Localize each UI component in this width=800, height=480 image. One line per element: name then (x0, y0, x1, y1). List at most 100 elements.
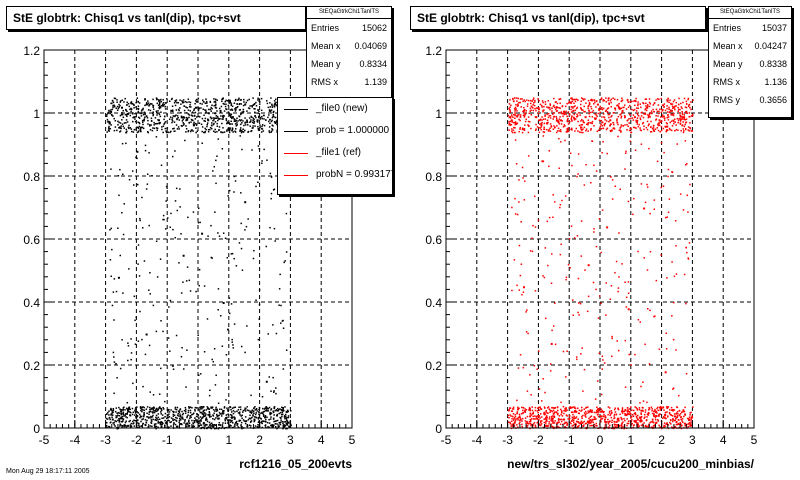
scatter-point (174, 100, 176, 102)
scatter-point (209, 128, 211, 131)
scatter-point (133, 422, 135, 424)
scatter-point (117, 419, 119, 422)
scatter-point (600, 415, 602, 418)
scatter-point (674, 220, 677, 222)
scatter-point (213, 104, 215, 107)
scatter-point (689, 122, 691, 124)
scatter-point (516, 411, 519, 413)
scatter-point (275, 104, 277, 106)
scatter-point (275, 98, 277, 101)
scatter-point (250, 421, 252, 423)
scatter-point (125, 407, 128, 410)
scatter-point (670, 406, 673, 409)
scatter-point (124, 414, 127, 416)
scatter-point (214, 112, 217, 115)
scatter-point (181, 116, 184, 119)
scatter-point (130, 110, 132, 113)
scatter-point (272, 411, 275, 414)
scatter-point (175, 425, 178, 428)
scatter-point (648, 408, 651, 410)
scatter-point (521, 417, 524, 420)
scatter-point (527, 423, 530, 425)
scatter-point (119, 126, 121, 128)
scatter-point (239, 408, 242, 411)
scatter-point (627, 292, 630, 294)
scatter-point (509, 117, 512, 119)
scatter-point (672, 106, 675, 108)
scatter-point (226, 121, 229, 123)
scatter-point (616, 119, 618, 122)
scatter-point (188, 122, 190, 124)
scatter-point (613, 127, 615, 129)
scatter-point (603, 116, 605, 118)
scatter-point (620, 117, 622, 119)
scatter-point (231, 116, 234, 119)
scatter-point (110, 275, 112, 278)
scatter-point (617, 290, 619, 293)
scatter-point (128, 406, 131, 408)
scatter-point (164, 419, 166, 422)
scatter-point (141, 227, 144, 229)
scatter-point (534, 406, 537, 409)
scatter-point (592, 281, 595, 284)
scatter-point (140, 112, 142, 115)
scatter-point (145, 421, 148, 424)
scatter-point (518, 118, 520, 121)
scatter-point (276, 427, 278, 430)
scatter-point (241, 417, 243, 419)
scatter-point (130, 128, 133, 130)
scatter-point (572, 109, 575, 112)
scatter-point (509, 414, 511, 416)
scatter-point (671, 103, 674, 105)
scatter-point (125, 128, 128, 131)
scatter-point (216, 413, 218, 416)
scatter-point (632, 119, 635, 121)
scatter-point (221, 118, 223, 120)
scatter-point (253, 416, 256, 418)
scatter-point (216, 125, 219, 127)
scatter-point (199, 102, 201, 105)
scatter-point (604, 119, 606, 121)
scatter-point (562, 126, 565, 128)
scatter-point (266, 100, 268, 102)
scatter-point (110, 113, 113, 116)
scatter-point (152, 111, 154, 113)
scatter-point (606, 226, 609, 229)
scatter-point (239, 120, 242, 122)
scatter-point (644, 98, 647, 100)
scatter-point (273, 121, 276, 123)
scatter-point (578, 314, 580, 316)
scatter-point (650, 406, 653, 409)
scatter-point (206, 105, 208, 107)
scatter-point (122, 413, 125, 415)
scatter-point (583, 184, 586, 186)
scatter-point (197, 97, 200, 100)
scatter-point (636, 121, 639, 124)
scatter-point (687, 425, 689, 428)
scatter-point (145, 103, 148, 106)
scatter-point (287, 415, 290, 417)
scatter-point (574, 100, 577, 103)
scatter-point (175, 411, 177, 413)
scatter-point (247, 218, 249, 220)
scatter-point (627, 125, 629, 128)
scatter-point (158, 104, 160, 107)
scatter-point (527, 124, 529, 126)
scatter-point (168, 100, 171, 102)
scatter-point (125, 119, 128, 121)
scatter-point (530, 102, 532, 105)
scatter-point (184, 412, 187, 414)
scatter-point (677, 121, 679, 124)
scatter-point (556, 102, 559, 105)
scatter-point (601, 409, 603, 412)
legend-item: _file0 (new) (278, 98, 392, 120)
scatter-point (106, 131, 108, 133)
scatter-point (220, 111, 222, 114)
scatter-point (578, 112, 580, 114)
scatter-point (244, 201, 247, 204)
scatter-point (543, 131, 546, 133)
scatter-point (281, 413, 284, 416)
scatter-point (164, 105, 166, 108)
scatter-point (222, 114, 224, 117)
scatter-point (522, 128, 525, 131)
